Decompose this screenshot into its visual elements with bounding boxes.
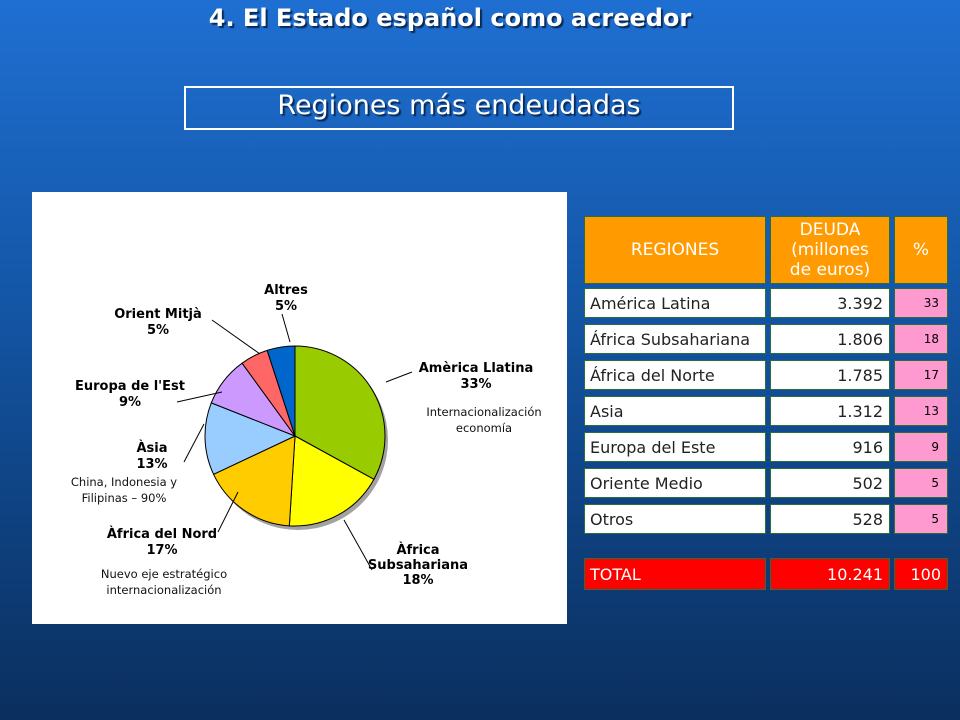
leader-altres xyxy=(281,313,291,343)
slice-label-america-latina: 33% xyxy=(460,377,491,392)
note-nuevo-eje: Nuevo eje estratégico xyxy=(101,567,227,581)
table-cell-region: Otros xyxy=(584,504,766,534)
header-regiones: REGIONES xyxy=(584,216,766,284)
slice-label-africa-subsahariana: Àfrica xyxy=(396,542,439,558)
table-cell-deuda: 528 xyxy=(770,504,890,534)
pie-slice-america-llatina xyxy=(294,345,386,481)
slice-label-europa-de-lest: Europa de l'Est xyxy=(75,379,185,394)
pie-slice-africa-subsahariana xyxy=(288,435,375,527)
leader-america xyxy=(385,371,413,383)
header-deuda-line1: DEUDA xyxy=(799,220,861,240)
table-cell-pct: 33 xyxy=(894,288,948,318)
slice-label-europa-de-lest: 9% xyxy=(119,395,141,410)
table-cell-region: Asia xyxy=(584,396,766,426)
debt-table: REGIONES DEUDA (millones de euros) % Amé… xyxy=(582,214,950,594)
pie-slice-altres xyxy=(266,345,296,437)
slice-label-africa-del-nord: Àfrica del Nord xyxy=(107,526,217,542)
table-cell-region: América Latina xyxy=(584,288,766,318)
slice-label-africa-subsahariana: 18% xyxy=(402,573,433,588)
table-cell-deuda: 1.312 xyxy=(770,396,890,426)
note-internacionalizacion: economía xyxy=(456,421,512,435)
leader-asia xyxy=(183,423,205,463)
pie-slice-asia xyxy=(204,402,297,475)
pie-chart-panel: Amèrica Llatina 33% Àfrica Subsahariana 18% À… xyxy=(32,192,567,624)
section-subtitle: Regiones más endeudadas xyxy=(184,86,734,130)
slice-label-africa-subsahariana: Subsahariana xyxy=(368,558,468,573)
table-cell-region: Oriente Medio xyxy=(584,468,766,498)
table-cell-pct: 17 xyxy=(894,360,948,390)
leader-subsahariana xyxy=(343,519,373,571)
slice-label-orient-mitja: Orient Mitjà xyxy=(114,307,202,322)
table-cell-pct: 9 xyxy=(894,432,948,462)
note-china-indonesia: China, Indonesia y xyxy=(71,475,177,489)
table-cell-pct: 5 xyxy=(894,504,948,534)
leader-europa xyxy=(176,391,223,403)
note-nuevo-eje: internacionalización xyxy=(106,583,221,597)
slice-label-africa-del-nord: 17% xyxy=(146,543,177,558)
pie-slice-africa-del-nord xyxy=(212,435,296,527)
table-cell-deuda: 916 xyxy=(770,432,890,462)
header-deuda: DEUDA (millones de euros) xyxy=(770,216,890,284)
header-pct: % xyxy=(894,216,948,284)
slice-label-america-latina: Amèrica Llatina xyxy=(419,361,534,376)
slice-label-altres: 5% xyxy=(275,299,297,314)
total-label: TOTAL xyxy=(584,558,766,590)
leader-nord xyxy=(217,491,239,533)
page-title: 4. El Estado español como acreedor xyxy=(208,4,692,32)
table-cell-region: África del Norte xyxy=(584,360,766,390)
table-cell-deuda: 1.806 xyxy=(770,324,890,354)
slice-label-asia: Àsia xyxy=(136,440,167,456)
table-cell-deuda: 502 xyxy=(770,468,890,498)
table-cell-pct: 18 xyxy=(894,324,948,354)
leader-orient xyxy=(211,319,261,355)
total-pct: 100 xyxy=(894,558,948,590)
table-cell-deuda: 3.392 xyxy=(770,288,890,318)
header-deuda-line2: (millones xyxy=(791,240,869,260)
table-cell-deuda: 1.785 xyxy=(770,360,890,390)
table-cell-region: Europa del Este xyxy=(584,432,766,462)
note-china-indonesia: Filipinas – 90% xyxy=(82,491,167,505)
slice-label-altres: Altres xyxy=(264,283,308,298)
table-cell-pct: 5 xyxy=(894,468,948,498)
slice-label-orient-mitja: 5% xyxy=(147,323,169,338)
note-internacionalizacion: Internacionalización xyxy=(426,405,541,419)
table-cell-region: África Subsahariana xyxy=(584,324,766,354)
table-cell-pct: 13 xyxy=(894,396,948,426)
header-deuda-line3: de euros) xyxy=(789,260,871,280)
total-deuda: 10.241 xyxy=(770,558,890,590)
slice-label-asia: 13% xyxy=(136,457,167,472)
